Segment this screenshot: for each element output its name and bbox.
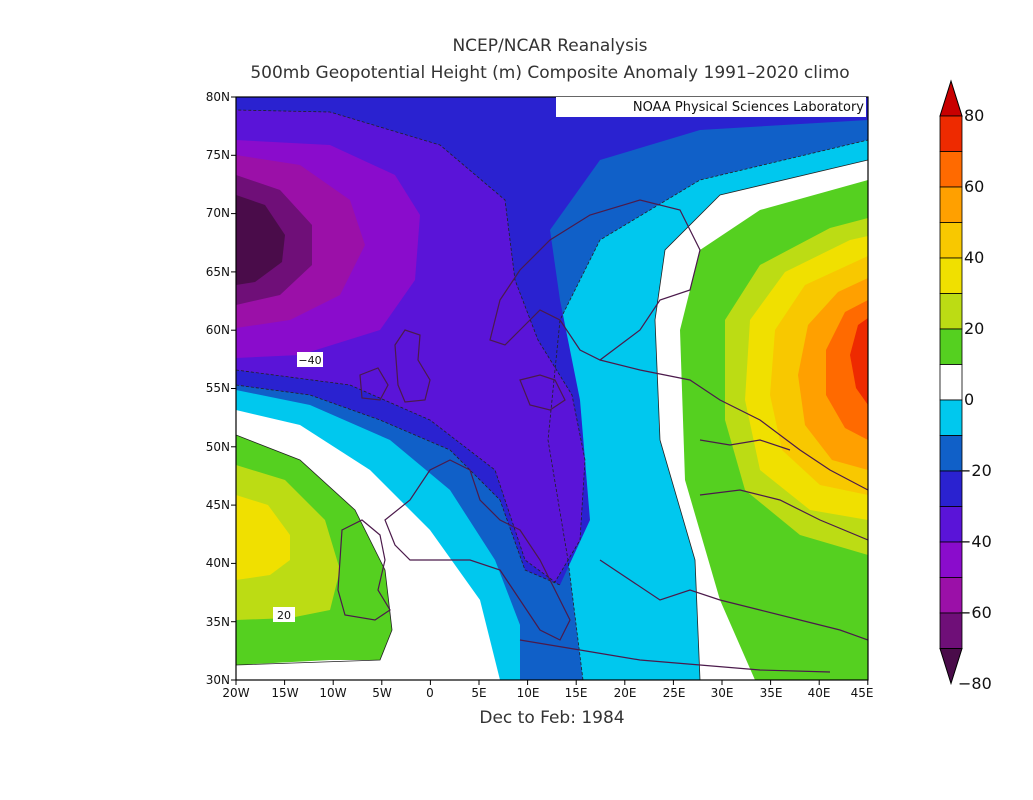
- lon-tick-label: 10W: [319, 686, 346, 700]
- chart-title: NCEP/NCAR Reanalysis: [452, 36, 648, 56]
- lon-tick-label: 20W: [222, 686, 249, 700]
- lat-tick-label: 55N: [206, 381, 230, 395]
- lat-tick-label: 35N: [206, 615, 230, 629]
- lon-tick-label: 15W: [271, 686, 298, 700]
- lon-tick-label: 20E: [614, 686, 637, 700]
- contour-line: [236, 434, 393, 666]
- lat-tick-label: 30N: [206, 673, 230, 687]
- lon-tick-label: 40E: [808, 686, 831, 700]
- map-fields: [236, 97, 868, 680]
- colorbar-arrow-top: [939, 79, 963, 117]
- colorbar-swatch: [939, 222, 963, 259]
- contour-label-plus20: 20: [277, 609, 291, 622]
- anomaly-band-minus80: [236, 195, 285, 285]
- contour-line: [654, 159, 868, 680]
- colorbar-swatch: [939, 257, 963, 294]
- colorbar-swatch: [939, 151, 963, 188]
- lat-tick-label: 75N: [206, 148, 230, 162]
- colorbar-label: 60: [964, 177, 984, 196]
- lon-tick-label: 10E: [517, 686, 540, 700]
- lon-tick-label: 45E: [851, 686, 874, 700]
- lat-tick-label: 65N: [206, 265, 230, 279]
- colorbar-label: −80: [958, 674, 992, 693]
- contour-line: [236, 109, 586, 583]
- colorbar-labels: 80 60 40 20 0 −20 −40 −60 −80: [958, 106, 992, 693]
- lat-tick-label: 45N: [206, 498, 230, 512]
- lat-axis: 80N 75N 70N 65N 60N 55N 50N 45N 40N 35N …: [206, 90, 869, 687]
- lon-tick-label: 25E: [663, 686, 686, 700]
- lat-tick-label: 50N: [206, 440, 230, 454]
- lat-tick-label: 60N: [206, 323, 230, 337]
- contour-label-minus40: −40: [298, 354, 321, 367]
- colorbar-swatch: [939, 115, 963, 152]
- contour-line: [236, 384, 561, 586]
- contour-line: [547, 139, 868, 680]
- chart-subtitle: 500mb Geopotential Height (m) Composite …: [250, 63, 850, 83]
- coastlines: [337, 199, 868, 673]
- colorbar-label: −40: [958, 532, 992, 551]
- colorbar-label: −20: [958, 461, 992, 480]
- lon-tick-label: 30E: [711, 686, 734, 700]
- anomaly-band-plus80-east: [850, 318, 868, 405]
- colorbar-label: 0: [964, 390, 974, 409]
- colorbar: [939, 79, 963, 686]
- contour-label-bg: [273, 607, 295, 622]
- credit-text: NOAA Physical Sciences Laboratory: [633, 100, 864, 115]
- colorbar-swatch: [939, 293, 963, 330]
- lon-tick-label: 35E: [760, 686, 783, 700]
- colorbar-label: 80: [964, 106, 984, 125]
- colorbar-label: 40: [964, 248, 984, 267]
- colorbar-arrow-bottom: [939, 648, 963, 686]
- colorbar-label: −60: [958, 603, 992, 622]
- lat-tick-label: 40N: [206, 556, 230, 570]
- credit-box: [556, 97, 866, 117]
- colorbar-swatch: [939, 328, 963, 365]
- period-label: Dec to Feb: 1984: [479, 708, 625, 728]
- lon-tick-label: 0: [426, 686, 434, 700]
- lon-tick-label: 15E: [565, 686, 588, 700]
- colorbar-swatch: [939, 399, 963, 436]
- colorbar-swatch: [939, 186, 963, 223]
- lat-tick-label: 70N: [206, 206, 230, 220]
- lon-tick-label: 5W: [372, 686, 392, 700]
- lon-tick-label: 5E: [471, 686, 486, 700]
- colorbar-swatch: [939, 364, 963, 401]
- contour-label-bg: [297, 352, 323, 367]
- lat-tick-label: 80N: [206, 90, 230, 104]
- lon-axis: 20W 15W 10W 5W 0 5E 10E 15E 20E 25E 30E …: [222, 686, 873, 700]
- colorbar-label: 20: [964, 319, 984, 338]
- anomaly-band-plus30-west: [236, 495, 290, 580]
